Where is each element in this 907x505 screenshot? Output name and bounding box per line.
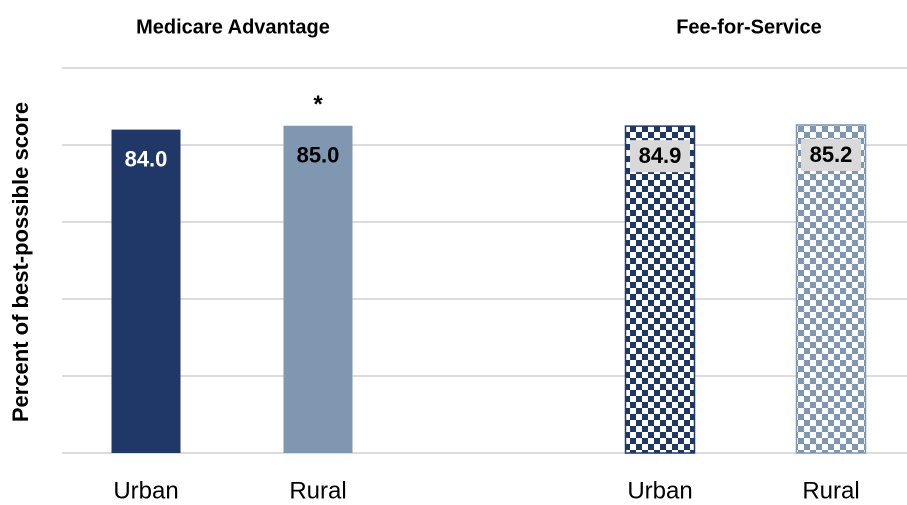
value-label-bg [630,140,690,173]
x-tick-label: Rural [289,477,346,504]
bar [283,125,353,453]
annotation: * [313,91,323,118]
y-axis-label: Percent of best-possible score [8,102,33,422]
x-tick-label: Rural [802,477,859,504]
value-label: 84.0 [125,146,168,171]
group-title: Fee-for-Service [676,16,822,38]
x-tick-label: Urban [627,477,692,504]
value-label: 85.0 [297,143,340,168]
group-title: Medicare Advantage [136,16,330,38]
bar [111,129,181,453]
value-label-bg [801,138,861,171]
value-label: 84.9 [639,143,682,168]
bar [795,124,867,454]
bar [624,125,696,454]
x-tick-label: Urban [113,477,178,504]
value-label: 85.2 [810,142,853,167]
